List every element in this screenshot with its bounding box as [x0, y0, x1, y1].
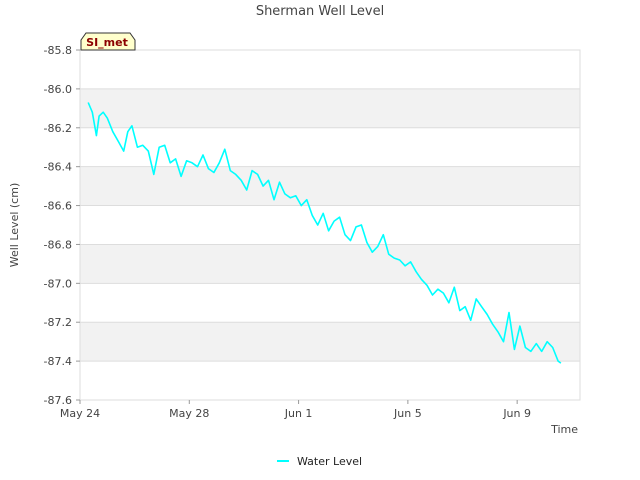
badge-label: SI_met — [86, 36, 128, 49]
legend-label-water-level: Water Level — [297, 455, 362, 468]
grid-band — [80, 322, 580, 362]
legend[interactable]: Water Level — [277, 455, 362, 468]
plot-bands — [80, 49, 580, 362]
y-tick-label: -87.2 — [44, 316, 72, 329]
y-axis-ticks: -85.8 -86.0 -86.2 -86.4 -86.6 -86.8 -87.0 -87.2… — [44, 44, 80, 407]
y-tick-label: -86.8 — [44, 238, 72, 251]
y-tick-label: -85.8 — [44, 44, 72, 57]
y-tick-label: -86.4 — [44, 161, 72, 174]
y-tick-label: -87.0 — [44, 277, 72, 290]
x-axis-label: Time — [550, 423, 578, 436]
x-tick-label: Jun 5 — [393, 407, 422, 420]
plot-frame — [79, 49, 581, 401]
x-tick-label: Jun 1 — [284, 407, 313, 420]
y-axis-label: Well Level (cm) — [8, 183, 21, 268]
y-tick-label: -87.6 — [44, 394, 72, 407]
grid-band — [80, 244, 580, 284]
series-line-water-level — [87, 102, 562, 364]
si-met-badge: SI_met — [80, 32, 136, 51]
x-tick-label: Jun 9 — [502, 407, 531, 420]
y-tick-label: -86.0 — [44, 83, 72, 96]
y-tick-label: -87.4 — [44, 355, 72, 368]
grid-band — [80, 166, 580, 206]
grid-band — [80, 88, 580, 128]
y-tick-label: -86.2 — [44, 122, 72, 135]
x-axis-ticks: May 24 May 28 Jun 1 Jun 5 Jun 9 — [60, 400, 531, 420]
x-tick-label: May 24 — [60, 407, 100, 420]
badge-shape — [80, 32, 136, 51]
x-tick-label: May 28 — [169, 407, 209, 420]
chart-title: Sherman Well Level — [256, 4, 384, 19]
series-layer — [87, 102, 562, 364]
y-tick-label: -86.6 — [44, 200, 72, 213]
